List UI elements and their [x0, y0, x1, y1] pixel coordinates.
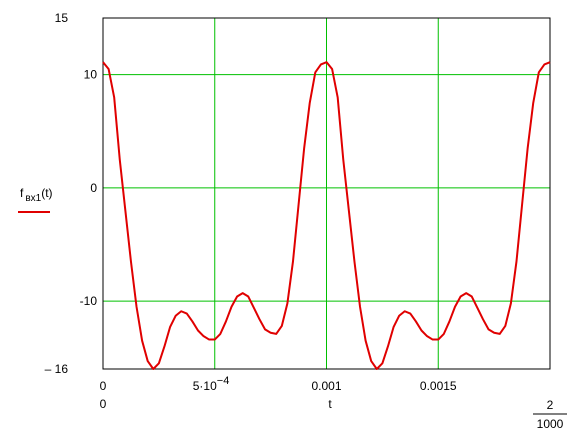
x-tick-label: 0 [100, 379, 107, 393]
y-tick-label: 0 [90, 181, 97, 195]
x-tick-label: 0.001 [311, 379, 341, 393]
data-line [102, 61, 551, 370]
y-tick-label: – 16 [45, 362, 69, 376]
x-axis-label: t [328, 397, 332, 411]
legend-name: f [20, 186, 24, 200]
x-tick-label-exponent: −4 [217, 375, 230, 387]
legend-suffix: (t) [41, 186, 52, 200]
x-limit-numerator: 2 [547, 398, 554, 412]
legend-subscript: вх1 [25, 193, 41, 204]
y-tick-label: 15 [55, 11, 69, 25]
legend-label: f вх1(t) [20, 186, 53, 204]
y-tick-label: 10 [84, 68, 98, 82]
y-tick-label: -10 [80, 294, 98, 308]
plot-frame [102, 17, 551, 370]
x-limit-denominator: 1000 [537, 417, 564, 431]
x-tick-label-base: 5·10 [193, 379, 217, 393]
x-tick-label: 5·10−4 [193, 375, 230, 393]
x-tick-label: 0.0015 [420, 379, 457, 393]
x-limit-low: 0 [100, 397, 107, 411]
